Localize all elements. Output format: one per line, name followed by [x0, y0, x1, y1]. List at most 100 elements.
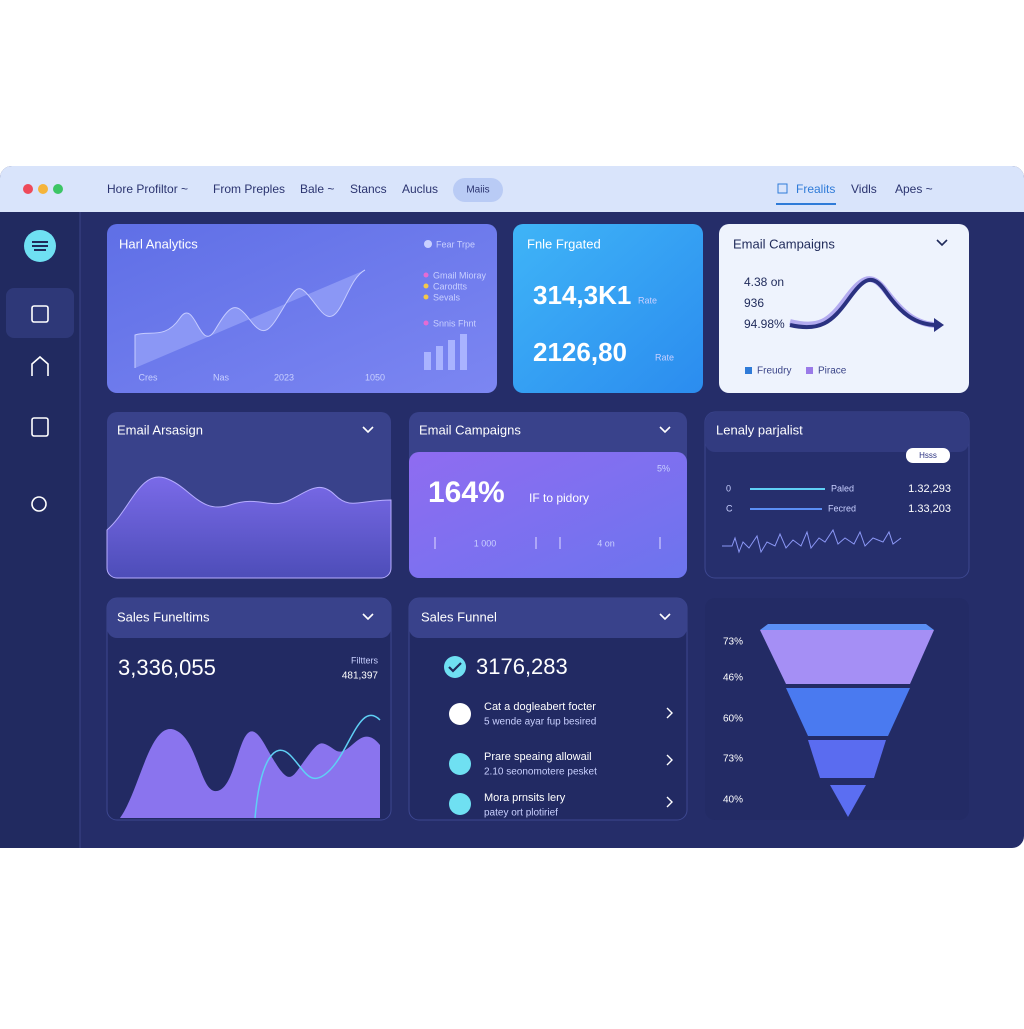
icon[interactable]: [31, 355, 49, 376]
legend-dot: [423, 294, 429, 300]
metric: 2126,80: [533, 337, 627, 367]
item-icon[interactable]: [449, 793, 471, 815]
row-value: 1.33,203: [908, 503, 951, 515]
area-chart: [106, 476, 392, 579]
dot: [38, 184, 48, 194]
side-value: 481,397: [342, 671, 379, 682]
item-icon[interactable]: [449, 703, 471, 725]
corner-note: 5%: [657, 463, 670, 473]
funnel-label: 40%: [723, 795, 743, 806]
bar-icon: [460, 334, 467, 370]
legend-label: Pirace: [818, 366, 847, 377]
row-value: 1.32,293: [908, 483, 951, 495]
sidebar-selected[interactable]: [6, 288, 74, 338]
x-label: Cres: [138, 372, 158, 382]
row-key: C: [726, 503, 733, 513]
item-sub[interactable]: 5 wende ayar fup besired: [484, 717, 596, 728]
funnel-top: [760, 624, 934, 630]
chevron[interactable]: [666, 796, 673, 808]
nav-pill-label[interactable]: Maiis: [466, 185, 489, 196]
card: [719, 224, 969, 393]
nav-link[interactable]: Vidls: [851, 182, 877, 196]
icon: [777, 183, 788, 194]
chevron[interactable]: [362, 426, 374, 434]
nav-pill[interactable]: [453, 178, 503, 202]
funnel-stage: [808, 740, 886, 778]
legend-swatch: [806, 367, 813, 374]
metric-caption: IF to pidory: [529, 491, 589, 505]
nav-link[interactable]: Auclus: [402, 182, 438, 196]
card-title: Sales Funnel: [421, 609, 497, 624]
metric-note: Rate: [655, 352, 674, 362]
tick-label: 1 000: [474, 538, 497, 548]
check-icon: [444, 656, 466, 678]
nav-link[interactable]: From Preples: [213, 182, 285, 196]
metric: 3,336,055: [118, 655, 216, 680]
chevron[interactable]: [936, 239, 948, 247]
funnel-label: 60%: [723, 714, 743, 725]
card-title: Email Campaigns: [733, 236, 835, 251]
badge[interactable]: [906, 448, 950, 463]
row-label: Fecred: [828, 503, 856, 513]
card-title: Harl Analytics: [119, 236, 198, 251]
legend-label: Freudry: [757, 366, 791, 377]
legend-label: Sevals: [433, 292, 461, 302]
sparkline: [722, 528, 902, 554]
nav: Hore Profiltor ~ From Preples Bale ~ Sta…: [107, 178, 933, 205]
check-mark: [448, 662, 462, 673]
card-title: Lenaly parjalist: [716, 422, 803, 437]
nav-link[interactable]: Hore Profiltor ~: [107, 182, 188, 196]
legend-label: Gmail Mioray: [433, 270, 487, 280]
area-chart: [120, 729, 380, 818]
legend-dot: [423, 272, 429, 278]
nav-link[interactable]: Apes ~: [895, 182, 933, 196]
card-title: Fnle Frgated: [527, 236, 601, 251]
metric: 3176,283: [476, 654, 568, 679]
card-header: [409, 598, 687, 638]
side-label: Filtters: [351, 655, 379, 665]
funnel-stage: [760, 630, 934, 684]
funnel-label: 73%: [723, 637, 743, 648]
nav-link[interactable]: Bale ~: [300, 182, 334, 196]
stat: 4.38 on: [744, 275, 784, 289]
legend-swatch: [745, 367, 752, 374]
item-sub[interactable]: patey ort plotirief: [484, 808, 558, 819]
chevron[interactable]: [666, 754, 673, 766]
icon[interactable]: [31, 417, 49, 437]
card-header: [107, 598, 391, 638]
logo-mark: [32, 241, 48, 251]
row-label: Paled: [831, 483, 854, 493]
item-title[interactable]: Mora prnsits lery: [484, 792, 566, 804]
item-title[interactable]: Prare speaing allowail: [484, 751, 592, 763]
icon[interactable]: [31, 496, 47, 512]
card-panel: [409, 452, 687, 578]
chevron[interactable]: [659, 426, 671, 434]
line-chart: [254, 714, 381, 819]
icon[interactable]: [31, 305, 49, 323]
chevron[interactable]: [659, 613, 671, 621]
top-bar-base: [0, 196, 1024, 212]
x-label: 1050: [365, 372, 385, 382]
nav-link[interactable]: Stancs: [350, 182, 387, 196]
funnel-stage: [786, 688, 910, 736]
ticks: [434, 537, 661, 549]
metric: 164%: [428, 476, 505, 509]
legend-dot: [424, 240, 432, 248]
item-sub[interactable]: 2.10 seonomotere pesket: [484, 767, 597, 778]
x-label: 2023: [274, 372, 294, 382]
list: Cat a dogleabert focter 5 wende ayar fup…: [449, 701, 673, 819]
legend-dot: [423, 283, 429, 289]
legend-label: Snnis Fhnt: [433, 318, 477, 328]
nav-link[interactable]: Frealits: [796, 182, 835, 196]
badge-label[interactable]: Hsss: [919, 451, 937, 460]
item-title[interactable]: Cat a dogleabert focter: [484, 701, 596, 713]
chevron[interactable]: [666, 707, 673, 719]
funnel-label: 73%: [723, 754, 743, 765]
item-icon[interactable]: [449, 753, 471, 775]
row-key: 0: [726, 483, 731, 493]
card-header: [705, 412, 969, 452]
legend-label: Carodtts: [433, 281, 468, 291]
chevron[interactable]: [362, 613, 374, 621]
